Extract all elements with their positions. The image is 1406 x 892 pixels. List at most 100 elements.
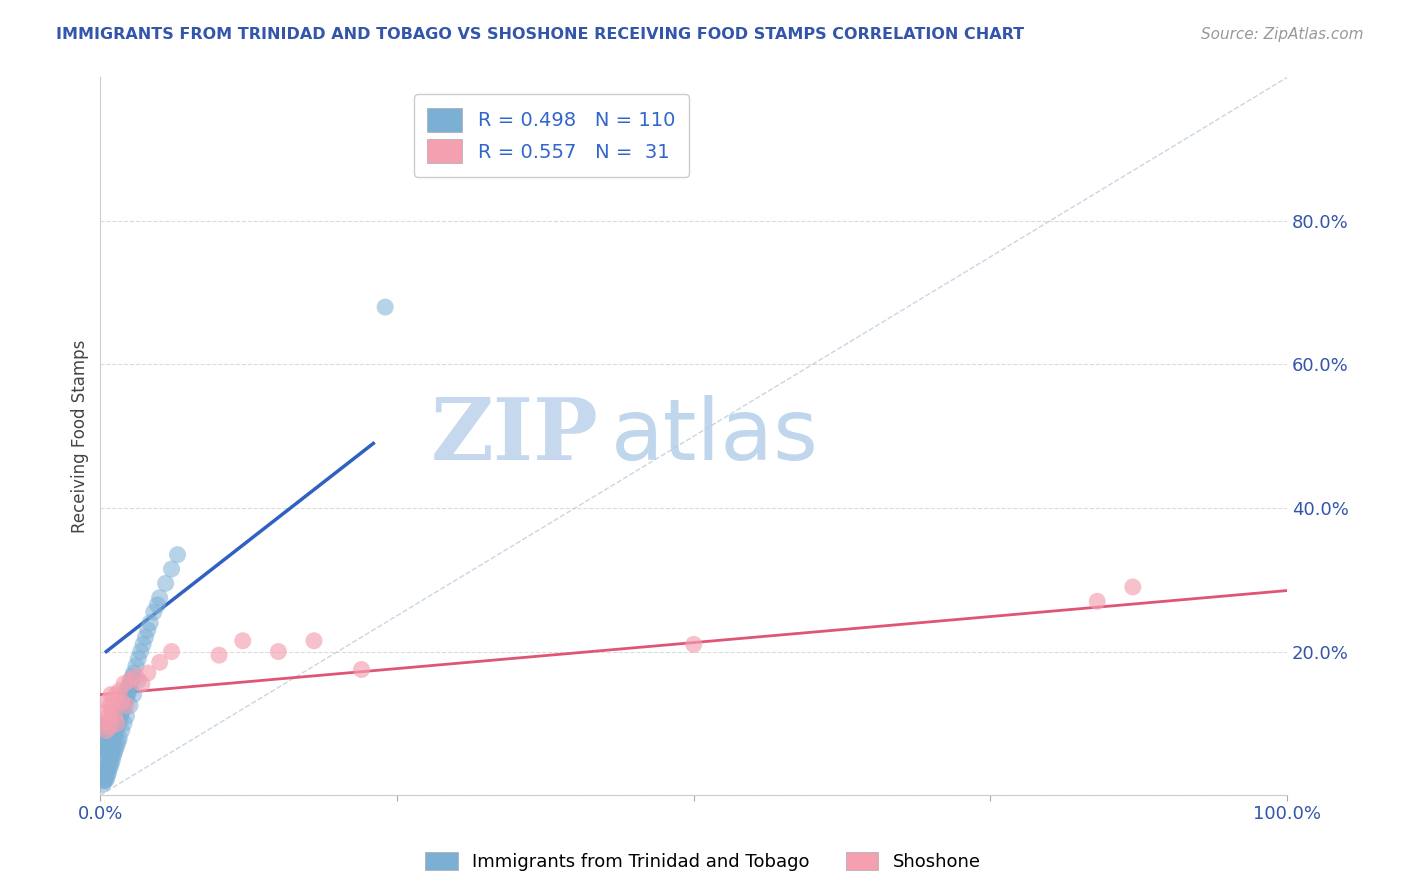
Point [96, 738, 118, 752]
Point [97, 758, 120, 772]
Point [108, 713, 131, 727]
Point [117, 688, 139, 702]
Point [160, 562, 183, 576]
Point [97, 738, 120, 752]
Text: ZIP: ZIP [432, 394, 599, 478]
Point [98, 741, 121, 756]
Point [127, 673, 149, 688]
Point [122, 666, 145, 681]
Point [96, 695, 118, 709]
Point [115, 684, 138, 698]
Point [93, 763, 115, 777]
Point [374, 300, 396, 314]
Point [98, 727, 121, 741]
Point [93, 773, 115, 788]
Point [129, 644, 152, 658]
Point [101, 754, 124, 768]
Point [267, 644, 290, 658]
Point [100, 738, 122, 752]
Text: Source: ZipAtlas.com: Source: ZipAtlas.com [1201, 27, 1364, 42]
Point [101, 734, 124, 748]
Point [96, 716, 118, 731]
Point [97, 720, 120, 734]
Point [104, 709, 127, 723]
Point [149, 655, 172, 669]
Point [127, 651, 149, 665]
Point [96, 745, 118, 759]
Point [122, 688, 145, 702]
Point [146, 598, 169, 612]
Point [105, 713, 128, 727]
Point [108, 698, 131, 713]
Point [115, 698, 138, 713]
Point [96, 723, 118, 738]
Legend: Immigrants from Trinidad and Tobago, Shoshone: Immigrants from Trinidad and Tobago, Sho… [418, 845, 988, 879]
Point [155, 576, 177, 591]
Point [120, 673, 142, 688]
Point [103, 716, 125, 731]
Point [98, 716, 121, 731]
Point [134, 630, 156, 644]
Point [91, 766, 114, 780]
Point [118, 673, 141, 688]
Point [96, 748, 118, 763]
Point [107, 716, 129, 731]
Point [98, 720, 121, 734]
Point [103, 731, 125, 745]
Point [93, 716, 115, 731]
Point [112, 691, 135, 706]
Text: IMMIGRANTS FROM TRINIDAD AND TOBAGO VS SHOSHONE RECEIVING FOOD STAMPS CORRELATIO: IMMIGRANTS FROM TRINIDAD AND TOBAGO VS S… [56, 27, 1025, 42]
Point [350, 663, 373, 677]
Point [104, 727, 127, 741]
Point [108, 706, 131, 720]
Point [302, 633, 325, 648]
Point [108, 731, 131, 745]
Point [136, 623, 159, 637]
Point [139, 615, 162, 630]
Point [110, 709, 132, 723]
Point [131, 677, 153, 691]
Point [98, 754, 121, 768]
Point [166, 548, 188, 562]
Point [111, 702, 134, 716]
Point [112, 677, 135, 691]
Point [111, 698, 134, 713]
Point [111, 723, 134, 738]
Point [93, 770, 115, 784]
Point [149, 591, 172, 605]
Point [125, 659, 148, 673]
Point [96, 741, 118, 756]
Point [104, 720, 127, 734]
Point [101, 727, 124, 741]
Point [121, 670, 143, 684]
Point [100, 688, 122, 702]
Point [97, 731, 120, 745]
Point [96, 772, 118, 787]
Point [125, 670, 148, 684]
Point [107, 709, 129, 723]
Point [98, 734, 121, 748]
Point [101, 747, 124, 761]
Point [104, 709, 127, 723]
Point [100, 731, 122, 745]
Point [114, 695, 136, 709]
Point [108, 684, 131, 698]
Point [111, 695, 134, 709]
Point [107, 734, 129, 748]
Point [136, 666, 159, 681]
Point [104, 741, 127, 756]
Point [96, 734, 118, 748]
Point [94, 773, 117, 788]
Point [160, 644, 183, 658]
Point [100, 757, 122, 772]
Point [101, 702, 124, 716]
Point [104, 716, 127, 731]
Point [105, 706, 128, 720]
Point [101, 709, 124, 723]
Point [96, 762, 118, 776]
Point [100, 713, 122, 727]
Point [110, 702, 132, 716]
Point [115, 691, 138, 706]
Y-axis label: Receiving Food Stamps: Receiving Food Stamps [72, 340, 89, 533]
Point [142, 605, 165, 619]
